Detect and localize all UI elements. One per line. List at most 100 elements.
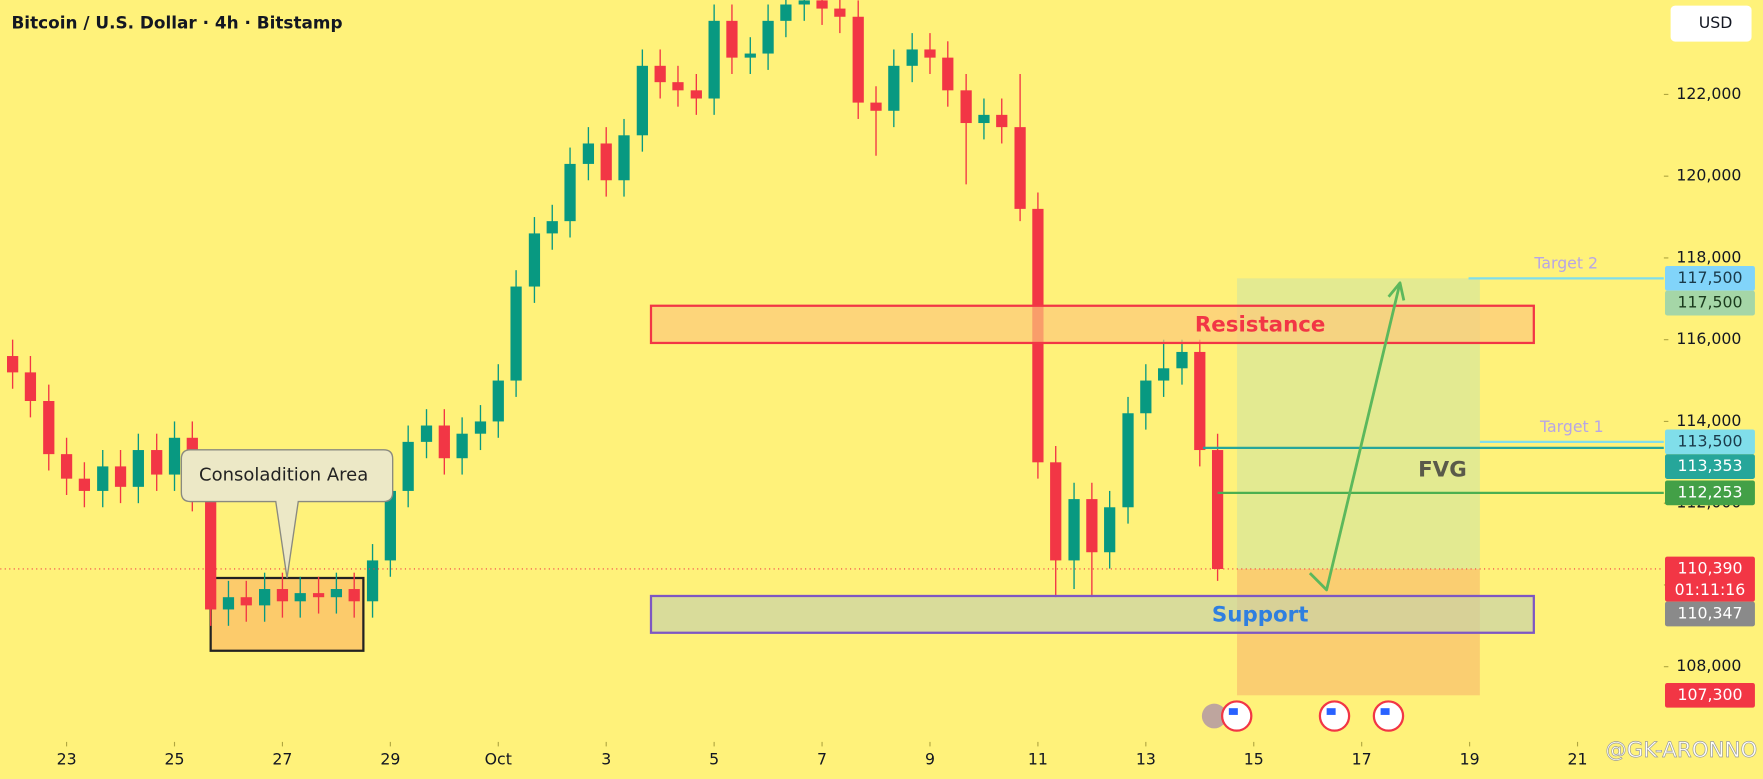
candle-body [402,441,414,491]
currency-button[interactable] [1670,5,1752,42]
y-tick-label: 118,000 [1676,247,1741,266]
candle-body [1176,351,1188,369]
x-tick-label: 5 [709,749,719,768]
candle-body [366,560,379,602]
zone-label: Support [1212,602,1309,627]
candle-body [259,589,271,606]
price-tag [1664,601,1755,627]
y-tick-label: 114,000 [1676,411,1741,430]
watermark: @GK-ARONNO [1605,738,1757,763]
price-tag [1664,682,1755,708]
zone [649,594,1535,634]
candle-body [456,433,468,459]
candle-body [60,454,73,479]
candle-body [420,425,433,442]
candle-body [6,356,19,373]
callout-label: Consoladition Area [199,465,368,486]
x-tick-label: 15 [1244,749,1264,768]
candle-body [348,589,360,602]
event-icon[interactable] [1220,700,1253,732]
plot-area: Resistance Support FVG Target 2 Target 1 Cons… [0,0,1664,696]
candle-body [978,114,990,124]
event-icon[interactable] [1201,703,1227,729]
chart-title: Bitcoin / U.S. Dollar · 4h · Bitstamp [11,13,342,33]
candle-body [672,82,684,91]
price-tag-label: 112,253 [1677,482,1742,501]
candle-body [312,593,325,598]
candle-body [114,466,127,487]
candle-body [870,102,882,111]
candle-body [1194,351,1206,451]
currency-label[interactable]: USD [1699,13,1733,32]
candle-body [888,65,900,111]
y-tick-label: 120,000 [1676,166,1741,185]
target-label: Target 2 [1533,253,1598,272]
candle-body [330,589,343,598]
x-tick-label: 29 [380,749,400,768]
candle-body [1086,499,1098,553]
candle-body [43,400,55,455]
x-tick-label: 25 [164,749,184,768]
candle-body [1014,127,1026,209]
candle-body [798,0,810,5]
zone-label: Resistance [1195,312,1326,337]
candle-body [528,233,541,287]
event-icon[interactable] [1318,700,1351,732]
price-tag-label: 110,347 [1677,603,1742,622]
price-tag-label: 107,300 [1677,685,1742,704]
candle-body [222,597,235,610]
x-tick-label: 9 [925,749,935,768]
candle-body [780,4,792,21]
candle-body [708,20,720,99]
candle-body [276,589,289,602]
candle-body [1158,368,1170,381]
candle-body [636,65,648,136]
event-icon[interactable] [1372,700,1405,732]
x-tick-label: 19 [1460,749,1480,768]
price-tag-label: 117,500 [1677,293,1742,312]
candle-body [924,49,936,58]
x-tick-label: 27 [272,749,292,768]
candle-body [744,53,756,58]
candle-body [906,49,918,66]
event-icons[interactable] [1201,700,1405,732]
x-tick-label: 21 [1568,749,1588,768]
axes: 23252729Oct3579111315171921108,000110,00… [57,84,1755,768]
x-tick-label: 7 [817,749,827,768]
x-tick-label: 11 [1028,749,1048,768]
candle-body [834,8,846,17]
x-tick-label: 3 [601,749,611,768]
candle-body [1104,507,1116,553]
candle-body [97,466,109,491]
candle-body [564,163,576,222]
price-tag [1664,290,1755,316]
candle-body [474,421,487,434]
flag-canton [1326,708,1336,715]
flag-canton [1228,708,1238,715]
price-tag-label: 113,353 [1677,456,1742,475]
candle-body [240,597,252,606]
candle-body [205,495,217,610]
y-tick-label: 108,000 [1676,656,1741,675]
y-tick-label: 116,000 [1676,329,1741,348]
x-tick-label: 23 [57,749,77,768]
price-tag [1664,480,1755,506]
candle-body [1211,450,1224,569]
callout-bubble [180,449,394,579]
arrow-head [1387,281,1406,301]
candle-body [726,20,738,58]
candle-body [1068,499,1080,561]
candle-body [492,380,504,422]
candle-body [942,57,954,91]
candle-body [132,450,144,487]
candle-body [1122,413,1134,508]
price-tag [1664,429,1755,455]
candle-body [1140,380,1152,414]
candle-body [600,143,612,181]
candle-body [510,286,522,381]
countdown: 01:11:16 [1675,580,1746,599]
forecast-arrow [1308,282,1402,592]
price-tag [1664,556,1755,602]
